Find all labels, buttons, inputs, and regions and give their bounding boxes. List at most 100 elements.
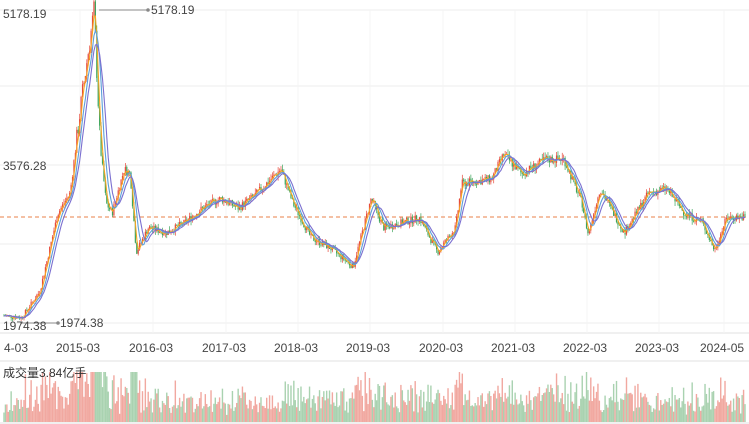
volume-bar — [191, 397, 194, 422]
volume-bar — [44, 376, 47, 422]
volume-bar — [248, 399, 251, 422]
volume-bar — [64, 397, 67, 422]
volume-bar — [264, 408, 266, 422]
volume-bar — [473, 406, 475, 422]
volume-bar — [513, 404, 515, 422]
volume-bar — [13, 405, 15, 422]
candle — [564, 156, 566, 171]
volume-bar — [327, 398, 329, 422]
candle — [139, 239, 141, 251]
candle — [268, 177, 271, 186]
volume-bar — [228, 404, 231, 422]
volume-bar — [216, 404, 218, 422]
volume-bar — [525, 395, 528, 422]
volume-bar — [83, 396, 85, 422]
volume-bar — [621, 399, 623, 422]
volume-bar — [193, 412, 195, 422]
volume-bar — [36, 386, 38, 422]
volume-bar — [170, 412, 172, 422]
volume-bar — [631, 394, 633, 422]
volume-bar — [704, 383, 706, 422]
candle — [507, 149, 509, 159]
volume-bar — [697, 397, 699, 422]
volume-bar — [443, 395, 445, 422]
volume-bar — [183, 393, 185, 422]
volume-bar — [738, 397, 740, 422]
volume-bars — [3, 372, 746, 422]
volume-bar — [731, 411, 733, 422]
volume-bar — [211, 411, 214, 422]
volume-bar — [274, 406, 276, 422]
volume-bar — [575, 383, 578, 422]
volume-bar — [368, 377, 371, 422]
volume-bar — [30, 380, 32, 422]
volume-bar — [71, 380, 74, 422]
candle — [557, 151, 559, 160]
volume-bar — [123, 396, 125, 422]
x-axis: 4-03 2015-03 2016-03 2017-03 2018-03 201… — [4, 341, 744, 355]
volume-bar — [150, 398, 152, 422]
volume-bar — [701, 406, 703, 422]
volume-bar — [688, 405, 691, 422]
volume-bar — [37, 403, 39, 422]
y-tick-label: 3576.28 — [3, 159, 47, 173]
volume-bar — [530, 400, 532, 422]
volume-bar — [640, 392, 642, 422]
volume-bar — [247, 408, 249, 422]
candle — [738, 214, 740, 224]
volume-bar — [698, 406, 701, 422]
volume-bar — [475, 405, 478, 422]
volume-bar — [315, 410, 318, 422]
volume-bar — [534, 396, 536, 422]
volume-bar — [284, 381, 286, 422]
volume-bar — [53, 383, 55, 422]
volume-bar — [495, 398, 498, 422]
volume-bar — [430, 385, 432, 422]
volume-bar — [180, 406, 182, 422]
volume-bar — [403, 400, 405, 422]
volume-bar — [90, 372, 92, 422]
volume-bar — [320, 408, 322, 422]
volume-bar — [535, 396, 538, 422]
candle — [724, 216, 726, 231]
volume-bar — [424, 410, 426, 422]
volume-bar — [16, 398, 18, 422]
volume-bar — [243, 392, 245, 422]
volume-bar — [384, 382, 386, 422]
moving-averages — [3, 15, 746, 319]
volume-bar — [727, 405, 729, 422]
volume-bar — [93, 372, 95, 422]
volume-bar — [457, 387, 459, 422]
volume-bar — [17, 399, 19, 422]
volume-bar — [685, 414, 688, 422]
volume-bar — [401, 390, 404, 422]
volume-bar — [354, 385, 356, 422]
volume-bar — [507, 396, 509, 422]
volume-bar — [538, 386, 541, 422]
volume-bar — [594, 398, 596, 422]
volume-bar — [365, 393, 368, 422]
volume-bar — [317, 396, 319, 422]
volume-bar — [167, 396, 169, 422]
volume-bar — [140, 412, 142, 422]
volume-bar — [304, 403, 306, 422]
volume-bar — [114, 403, 117, 422]
volume-bar — [622, 399, 625, 422]
volume-bar — [77, 389, 79, 422]
candle — [541, 153, 543, 162]
volume-bar — [485, 404, 488, 422]
candle — [481, 174, 483, 186]
volume-bar — [405, 404, 408, 422]
volume-bar — [630, 392, 632, 422]
candle — [223, 197, 225, 206]
candle — [396, 219, 398, 227]
volume-bar — [427, 384, 429, 422]
volume-bar — [357, 376, 359, 422]
volume-bar — [732, 398, 735, 422]
volume-bar — [714, 408, 716, 422]
volume-bar — [353, 398, 355, 422]
volume-bar — [481, 393, 483, 422]
candle — [211, 194, 214, 202]
candle — [337, 252, 339, 257]
